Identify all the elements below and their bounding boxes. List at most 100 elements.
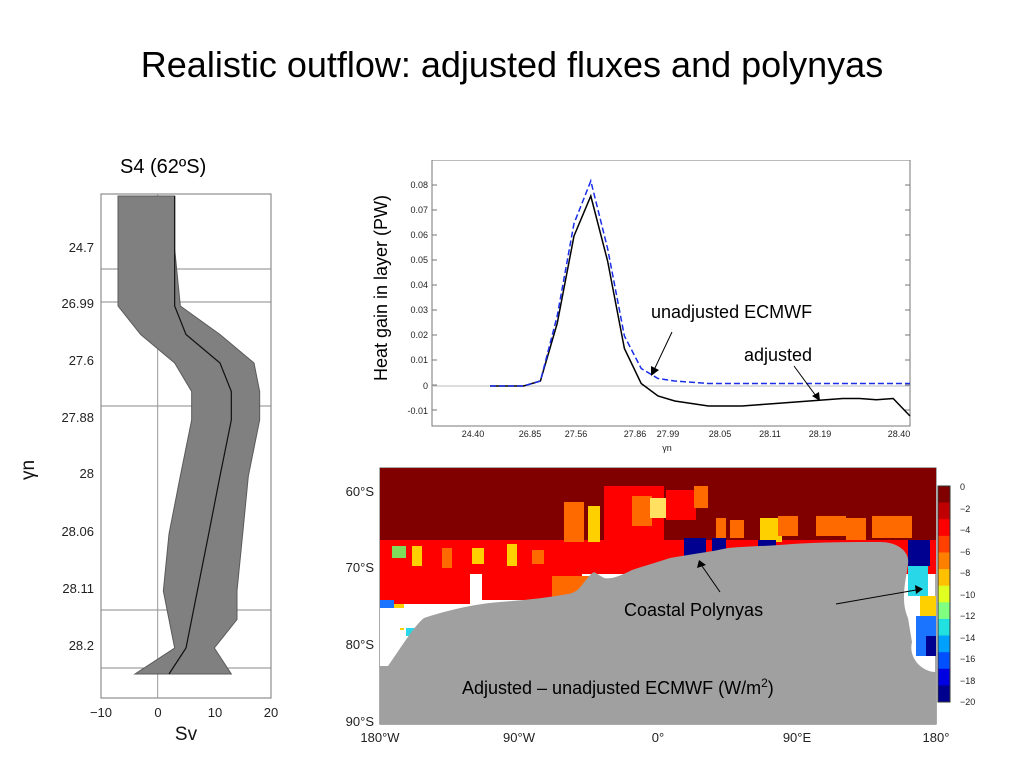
y-tick-label: 0.05: [410, 255, 428, 265]
colorbar-segment: [938, 535, 950, 553]
y-axis-label: Heat gain in layer (PW): [371, 195, 391, 381]
x-tick-label: 27.56: [565, 429, 588, 439]
polynya-map: Coastal Polynyas Adjusted – unadjusted E…: [346, 467, 975, 745]
y-tick-label: 28.11: [62, 581, 94, 596]
lon-label: 180°: [923, 730, 950, 745]
lat-label: 60°S: [346, 484, 375, 499]
y-tick-label: 0.08: [410, 180, 428, 190]
flux-cell: [412, 546, 422, 566]
y-tick-label: 0.04: [410, 280, 428, 290]
slide-title: Realistic outflow: adjusted fluxes and p…: [140, 44, 884, 85]
grid-ticks: [432, 184, 910, 411]
x-tick-label: 24.40: [462, 429, 485, 439]
colorbar-tick: −4: [960, 525, 970, 535]
mean-transport-line: [168, 196, 232, 675]
flux-cell: [730, 520, 744, 538]
colorbar-segment: [938, 569, 950, 587]
y-tick-label: 28.2: [69, 638, 94, 653]
flux-cell: [532, 550, 544, 564]
map-caption-superscript: 2: [761, 676, 768, 690]
adjusted-series-line: [490, 193, 911, 417]
flux-cell: [507, 544, 517, 566]
y-tick-label: 27.88: [61, 410, 94, 425]
plot-frame: [431, 160, 911, 427]
x-tick-label: 20: [264, 705, 278, 720]
lat-label: 80°S: [346, 637, 375, 652]
adjusted-arrow-head: [812, 392, 820, 401]
flux-cell: [588, 506, 600, 542]
colorbar-tick: −6: [960, 547, 970, 557]
flux-cell: [778, 516, 798, 536]
adjusted-annotation: adjusted: [744, 345, 812, 365]
transport-profile-chart: 24.7 26.99 27.6 27.88 28 28.06 28.11 28.…: [18, 193, 278, 740]
colorbar-tick: −16: [960, 654, 975, 664]
heat-gain-chart: 0.08 0.07 0.06 0.05 0.04 0.03 0.02 0.01 …: [371, 160, 911, 453]
polynya-arrow-1: [701, 565, 721, 593]
colorbar-frame: [937, 485, 951, 703]
colorbar-segment: [938, 685, 950, 703]
flux-cell: [760, 518, 782, 542]
flux-cell: [442, 548, 452, 568]
lon-label: 90°E: [783, 730, 812, 745]
flux-cell: [666, 490, 696, 520]
y-tick-label: 0.06: [410, 230, 428, 240]
map-caption: Adjusted – unadjusted ECMWF (W/m2): [462, 676, 774, 698]
colorbar-segment: [938, 652, 950, 670]
y-tick-label: 28: [80, 466, 94, 481]
map-caption-main: Adjusted – unadjusted ECMWF (W/m: [462, 678, 761, 698]
y-tick-label: 0.01: [410, 355, 428, 365]
x-tick-label: 27.86: [624, 429, 647, 439]
colorbar-segment: [938, 585, 950, 603]
transport-uncertainty-band: [117, 195, 261, 675]
y-tick-label: 24.7: [69, 240, 94, 255]
x-tick-label: 28.11: [759, 429, 781, 439]
flux-cell: [716, 518, 726, 538]
colorbar-tick: −8: [960, 568, 970, 578]
s4-chart-title: S4 (62ºS): [120, 156, 207, 178]
polynya-arrow-1-head: [697, 560, 706, 568]
flux-cell: [564, 502, 584, 542]
colorbar-segment: [938, 618, 950, 637]
unadjusted-arrow: [653, 331, 673, 371]
unadjusted-series-line: [490, 178, 910, 387]
y-tick-label: 28.06: [61, 524, 94, 539]
flux-cell: [650, 498, 670, 518]
flux-cell: [908, 540, 930, 566]
flux-cell: [380, 574, 470, 604]
colorbar: [937, 485, 951, 703]
y-tick-label: 0.07: [410, 205, 428, 215]
flux-cell: [684, 538, 706, 556]
colorbar-tick: 0: [960, 482, 965, 492]
x-tick-label: −10: [90, 705, 112, 720]
y-tick-label: -0.01: [407, 406, 428, 416]
colorbar-segment: [938, 635, 950, 653]
polynya-arrow-2: [835, 589, 917, 605]
x-tick-label: 28.19: [809, 429, 832, 439]
x-axis-label: γn: [662, 443, 672, 453]
colorbar-segment: [938, 668, 950, 686]
x-tick-label: 28.40: [888, 429, 911, 439]
lon-label: 90°W: [503, 730, 536, 745]
lat-label: 90°S: [346, 714, 375, 729]
colorbar-segment: [938, 519, 950, 537]
flux-cell: [908, 566, 928, 596]
flux-cell: [846, 518, 866, 540]
y-tick-label: 0.03: [410, 305, 428, 315]
y-tick-label: 26.99: [61, 296, 94, 311]
flux-cell: [926, 636, 936, 656]
colorbar-tick: −2: [960, 504, 970, 514]
colorbar-segment: [938, 486, 950, 504]
y-tick-label: 0.02: [410, 330, 428, 340]
x-tick-label: 10: [208, 705, 222, 720]
lon-label: 0°: [652, 730, 664, 745]
adjusted-arrow: [793, 365, 817, 397]
colorbar-tick: −12: [960, 611, 975, 621]
colorbar-segment: [938, 602, 950, 620]
x-tick-label: 26.85: [519, 429, 542, 439]
antarctic-landmass: [380, 542, 936, 724]
flux-cell: [472, 548, 484, 564]
map-caption-end: ): [768, 678, 774, 698]
flux-cell: [694, 486, 708, 508]
colorbar-segment: [938, 502, 950, 520]
polynya-arrow-2-head: [915, 585, 923, 594]
